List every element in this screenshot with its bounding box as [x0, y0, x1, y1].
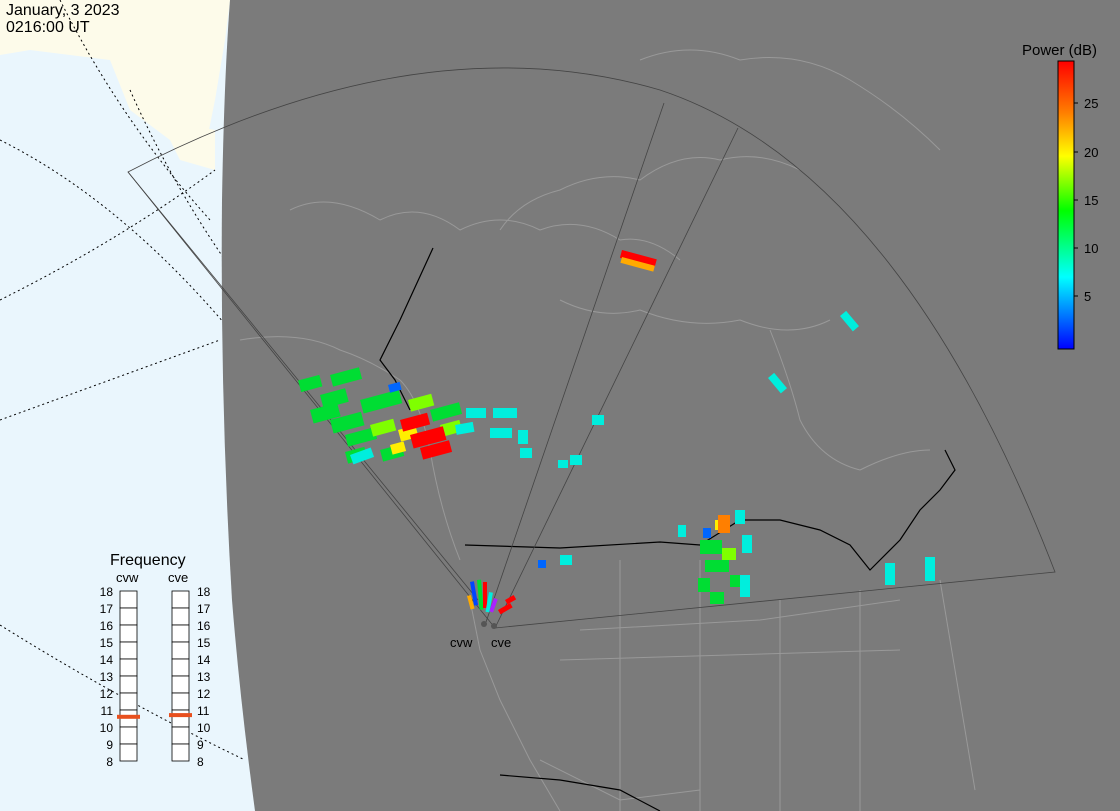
- frequency-radar-b: cve: [168, 570, 188, 585]
- frequency-tick-right: 15: [197, 636, 211, 650]
- frequency-cell-cvw: [119, 641, 138, 660]
- date-label: January, 3 2023: [6, 2, 120, 19]
- radar-label-cve: cve: [491, 635, 511, 650]
- alaska-land: [0, 0, 230, 150]
- colorbar-tick-label: 20: [1084, 145, 1098, 160]
- frequency-marker-cvw: [117, 714, 140, 719]
- frequency-cell-cvw: [119, 692, 138, 711]
- frequency-cell-cvw: [119, 624, 138, 643]
- frequency-tick-left: 15: [100, 636, 114, 650]
- frequency-tick-right: 11: [197, 704, 210, 718]
- frequency-cell-cve: [171, 709, 190, 728]
- frequency-cell-cve: [171, 607, 190, 626]
- frequency-tick-left: 11: [101, 704, 114, 718]
- colorbar-scale: [1057, 60, 1075, 350]
- time-label: 0216:00 UT: [6, 19, 90, 36]
- alaska-coast: [160, 120, 215, 170]
- frequency-cell-cvw: [119, 726, 138, 745]
- frequency-tick-left: 10: [100, 721, 114, 735]
- frequency-tick-right: 17: [197, 602, 211, 616]
- frequency-tick-right: 13: [197, 670, 211, 684]
- radar-label-cvw: cvw: [450, 635, 473, 650]
- frequency-cell-cvw: [119, 590, 138, 609]
- frequency-tick-right: 16: [197, 619, 211, 633]
- frequency-tick-left: 8: [106, 755, 113, 769]
- frequency-tick-left: 16: [100, 619, 114, 633]
- colorbar: Power (dB) 25 20 15 10 5: [1022, 42, 1098, 350]
- frequency-tick-right: 12: [197, 687, 211, 701]
- colorbar-title: Power (dB): [1022, 42, 1097, 59]
- frequency-radar-a: cvw: [116, 570, 139, 585]
- colorbar-tick-label: 10: [1084, 241, 1098, 256]
- frequency-cell-cve: [171, 692, 190, 711]
- frequency-tick-left: 18: [100, 585, 114, 599]
- colorbar-tick-label: 5: [1084, 289, 1091, 304]
- frequency-tick-left: 17: [100, 602, 114, 616]
- frequency-cell-cvw: [119, 743, 138, 762]
- frequency-cell-cve: [171, 590, 190, 609]
- frequency-cell-cve: [171, 726, 190, 745]
- near-range-echoes: [466, 579, 517, 613]
- frequency-panel: Frequency cvw cve 18 18 17 17 16 16 15 15 14 14 13…: [100, 552, 211, 769]
- frequency-tick-right: 14: [197, 653, 211, 667]
- colorbar-tick-label: 25: [1084, 96, 1098, 111]
- frequency-tick-left: 9: [106, 738, 113, 752]
- echoes-west-cluster: [298, 250, 935, 615]
- frequency-tick-left: 13: [100, 670, 114, 684]
- frequency-cell-cve: [171, 675, 190, 694]
- frequency-cell-cve: [171, 658, 190, 677]
- frequency-cell-cvw: [119, 607, 138, 626]
- night-terminator: [221, 0, 1120, 811]
- frequency-marker-cve: [169, 713, 192, 718]
- frequency-tick-left: 12: [100, 687, 114, 701]
- frequency-tick-right: 10: [197, 721, 211, 735]
- frequency-cell-cvw: [119, 658, 138, 677]
- colorbar-tick-label: 15: [1084, 193, 1098, 208]
- frequency-cell-cve: [171, 743, 190, 762]
- frequency-tick-right: 8: [197, 755, 204, 769]
- frequency-cell-cve: [171, 624, 190, 643]
- frequency-tick-left: 14: [100, 653, 114, 667]
- coastlines: [239, 49, 976, 811]
- frequency-cell-cvw: [119, 675, 138, 694]
- radar-site-cvw: [481, 621, 487, 627]
- frequency-title: Frequency: [110, 552, 186, 569]
- radar-site-cve: [491, 623, 497, 629]
- frequency-cell-cve: [171, 641, 190, 660]
- frequency-tick-right: 9: [197, 738, 204, 752]
- frequency-tick-right: 18: [197, 585, 211, 599]
